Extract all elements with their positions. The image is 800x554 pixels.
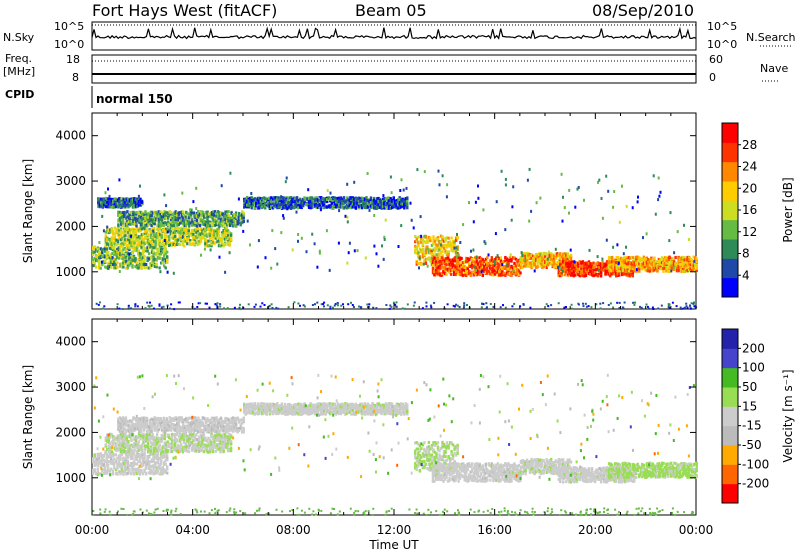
time-tick-label: 00:00 xyxy=(75,523,110,537)
time-tick-label: 04:00 xyxy=(175,523,210,537)
velocity-colorbar-tick-label: -50 xyxy=(742,438,762,452)
power-ytick-label: 2000 xyxy=(55,219,86,233)
time-axis-label: Time UT xyxy=(368,538,419,552)
noise-tick-bottom-right: 10^0 xyxy=(707,38,738,51)
velocity-colorbar-tick-label: -100 xyxy=(742,457,769,471)
velocity-colorbar-tick-label: 200 xyxy=(742,341,765,355)
nave-tick-bottom: 0 xyxy=(709,71,716,84)
time-tick-label: 20:00 xyxy=(578,523,613,537)
freq-tick-top: 18 xyxy=(66,53,80,66)
date-title: 08/Sep/2010 xyxy=(592,1,695,20)
freq-tick-bottom: 8 xyxy=(72,71,79,84)
nsky-line xyxy=(91,26,697,40)
nsearch-label: N.Search xyxy=(746,31,796,44)
power-echoes xyxy=(92,167,698,311)
nave-label: Nave xyxy=(760,62,789,75)
time-tick-label: 16:00 xyxy=(477,523,512,537)
power-colorbar-tick-label: 4 xyxy=(742,268,750,282)
time-tick-label: 00:00 xyxy=(679,523,714,537)
freq-label: Freq. xyxy=(5,52,33,65)
velocity-colorbar-tick-label: -200 xyxy=(742,477,769,491)
velocity-colorbar-segment xyxy=(722,367,738,388)
power-colorbar-segment xyxy=(722,258,738,279)
velocity-colorbar-segment xyxy=(722,464,738,485)
power-colorbar-tick-label: 24 xyxy=(742,160,757,174)
velocity-colorbar-segment xyxy=(722,348,738,369)
velocity-colorbar-segment xyxy=(722,425,738,446)
beam-title: Beam 05 xyxy=(355,1,427,20)
velocity-colorbar-segment xyxy=(722,445,738,465)
time-tick-label: 12:00 xyxy=(377,523,412,537)
power-colorbar-label: Power [dB] xyxy=(781,177,795,242)
power-colorbar-segment xyxy=(722,142,738,163)
freq-unit-label: [MHz] xyxy=(3,65,36,78)
power-ytick-label: 1000 xyxy=(55,265,86,279)
power-ylabel: Slant Range [km] xyxy=(21,159,35,263)
velocity-colorbar-segment xyxy=(722,483,738,504)
noise-tick-top-left: 10^5 xyxy=(54,20,85,33)
station-title: Fort Hays West (fitACF) xyxy=(92,1,278,20)
velocity-colorbar-label: Velocity [m s⁻¹] xyxy=(781,369,795,462)
power-ytick-label: 3000 xyxy=(55,174,86,188)
noise-tick-top-right: 10^5 xyxy=(707,20,738,33)
velocity-ytick-label: 2000 xyxy=(55,425,86,439)
power-colorbar-segment xyxy=(722,277,738,298)
noise-tick-bottom-left: 10^0 xyxy=(54,38,85,51)
velocity-ytick-label: 1000 xyxy=(55,471,86,485)
power-colorbar-segment xyxy=(722,239,738,259)
power-colorbar-tick-label: 12 xyxy=(742,225,757,239)
power-colorbar-segment xyxy=(722,200,738,221)
velocity-colorbar-segment xyxy=(722,406,738,427)
velocity-colorbar-tick-label: 15 xyxy=(742,399,757,413)
nsky-label: N.Sky xyxy=(3,31,35,44)
power-colorbar-segment xyxy=(722,161,738,182)
velocity-colorbar-tick-label: -15 xyxy=(742,419,762,433)
velocity-ytick-label: 3000 xyxy=(55,380,86,394)
velocity-colorbar-segment xyxy=(722,387,738,407)
power-colorbar-segment xyxy=(722,219,738,240)
power-colorbar-segment xyxy=(722,123,738,143)
time-tick-label: 08:00 xyxy=(276,523,311,537)
velocity-colorbar-segment xyxy=(722,329,738,349)
velocity-ytick-label: 4000 xyxy=(55,335,86,349)
velocity-colorbar-tick-label: 50 xyxy=(742,380,757,394)
power-colorbar-tick-label: 20 xyxy=(742,181,757,195)
power-colorbar-segment xyxy=(722,181,738,201)
velocity-colorbar-frame xyxy=(721,328,739,504)
power-colorbar-tick-label: 16 xyxy=(742,203,757,217)
velocity-echoes xyxy=(92,373,698,517)
cpid-label: CPID xyxy=(5,88,35,101)
cpid-value: normal 150 xyxy=(96,92,173,106)
freq-panel-frame xyxy=(91,54,697,84)
power-colorbar-tick-label: 28 xyxy=(742,138,757,152)
noise-panel-frame xyxy=(91,21,697,51)
power-ytick-label: 4000 xyxy=(55,129,86,143)
nave-tick-top: 60 xyxy=(709,53,723,66)
velocity-colorbar-tick-label: 100 xyxy=(742,361,765,375)
power-colorbar-tick-label: 8 xyxy=(742,247,750,261)
velocity-ylabel: Slant Range [km] xyxy=(21,365,35,469)
